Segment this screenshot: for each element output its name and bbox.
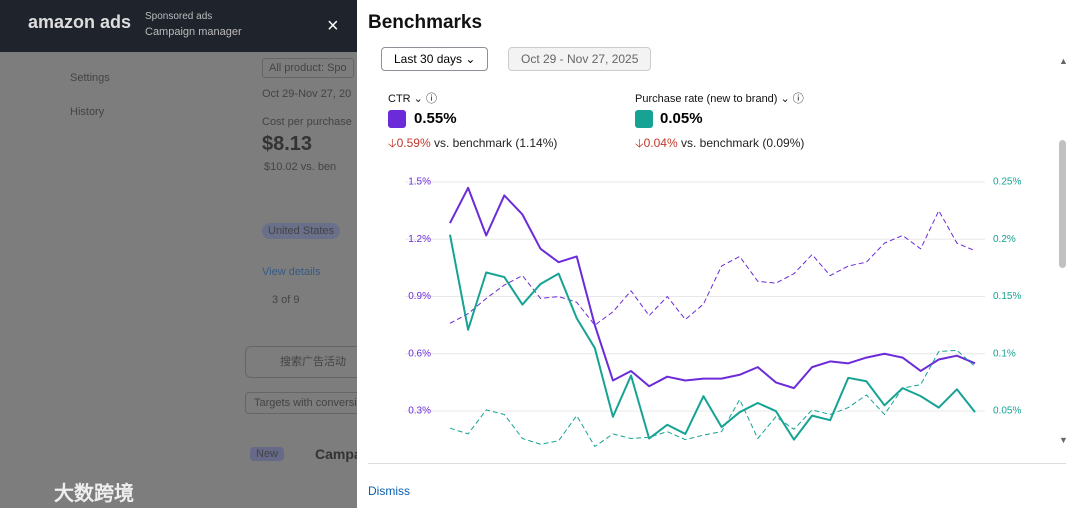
range-label: Last 30 days <box>394 52 463 66</box>
pager: 3 of 9 <box>272 294 300 306</box>
y2-tick-label: 0.05% <box>993 406 1021 417</box>
metric-name: Purchase rate (new to brand) <box>635 93 778 105</box>
chart: 0.3% 0.6% 0.9% 1.2% 1.5% 0.05% 0.1% 0.15% 0.2% 0.… <box>405 177 1021 448</box>
benchmark-text: vs. benchmark (0.09%) <box>681 136 805 150</box>
metric-name: CTR <box>388 93 411 105</box>
scroll-up[interactable]: ▲ <box>1059 56 1068 66</box>
metric-value: 0.05% <box>660 110 703 127</box>
series-line <box>449 186 976 390</box>
dismiss-link[interactable]: Dismiss <box>368 484 410 498</box>
y-tick-label: 1.2% <box>408 234 431 245</box>
metric-value: 0.55% <box>414 110 457 127</box>
benchmark-text: vs. benchmark (1.14%) <box>434 136 558 150</box>
metric-value: $8.13 <box>262 133 313 155</box>
panel-title: Benchmarks <box>368 12 483 33</box>
change-value: 0.59% <box>396 136 431 150</box>
tag: New <box>250 447 285 461</box>
details-link: View details <box>262 266 321 278</box>
section: Campaign manager <box>145 26 242 38</box>
series-line <box>449 234 976 441</box>
y2-tick-label: 0.25% <box>993 177 1021 188</box>
product: Sponsored ads <box>145 11 213 22</box>
divider <box>368 463 1066 464</box>
legend-swatch <box>635 110 653 128</box>
y-tick-label: 0.3% <box>408 406 431 417</box>
benchmarks-panel: Benchmarks Last 30 days ⌄ Oct 29 - Nov 2… <box>357 0 1080 508</box>
nav-item: Settings <box>70 72 110 84</box>
scrollbar-thumb[interactable] <box>1059 140 1066 268</box>
benchmark-line <box>449 210 976 326</box>
y-tick-label: 0.9% <box>408 291 431 302</box>
metric-label: Cost per purchase <box>262 116 352 128</box>
metric-label[interactable]: Purchase rate (new to brand) ⌄ ⓘ <box>635 93 804 105</box>
campaigns: Campa <box>315 446 357 462</box>
date: Oct 29-Nov 27, 20 <box>262 88 352 100</box>
metric-change: $10.02 vs. ben <box>264 161 337 173</box>
legend-swatch <box>388 110 406 128</box>
watermark: 大数跨境 <box>54 483 134 505</box>
logo: amazon ads <box>28 12 132 32</box>
metric-label[interactable]: CTR ⌄ ⓘ <box>388 93 437 105</box>
y2-tick-label: 0.15% <box>993 291 1021 302</box>
top-bar: amazon ads Sponsored ads Campaign manage… <box>0 0 357 52</box>
country: United States <box>262 223 341 239</box>
metric-change: 🡣0.04% vs. benchmark (0.09%) <box>635 136 805 150</box>
scroll-down[interactable]: ▼ <box>1059 435 1068 445</box>
y2-tick-label: 0.1% <box>993 348 1016 359</box>
range-button[interactable]: Last 30 days ⌄ <box>381 47 489 71</box>
metric-change: 🡣0.59% vs. benchmark (1.14%) <box>388 136 558 150</box>
benchmark-line <box>449 349 976 448</box>
search: 搜索广告活动 <box>245 346 357 378</box>
date-range: Oct 29 - Nov 27, 2025 <box>508 47 652 71</box>
nav-item: History <box>70 106 105 118</box>
filter: All product: Spo <box>262 58 354 78</box>
change-value: 0.04% <box>643 136 678 150</box>
y-tick-label: 1.5% <box>408 177 431 188</box>
background-app: amazon ads Sponsored ads Campaign manage… <box>0 0 357 508</box>
y2-tick-label: 0.2% <box>993 234 1016 245</box>
targets: Targets with conversi <box>245 392 357 414</box>
y-tick-label: 0.6% <box>408 348 431 359</box>
close-button[interactable]: × <box>327 15 339 37</box>
